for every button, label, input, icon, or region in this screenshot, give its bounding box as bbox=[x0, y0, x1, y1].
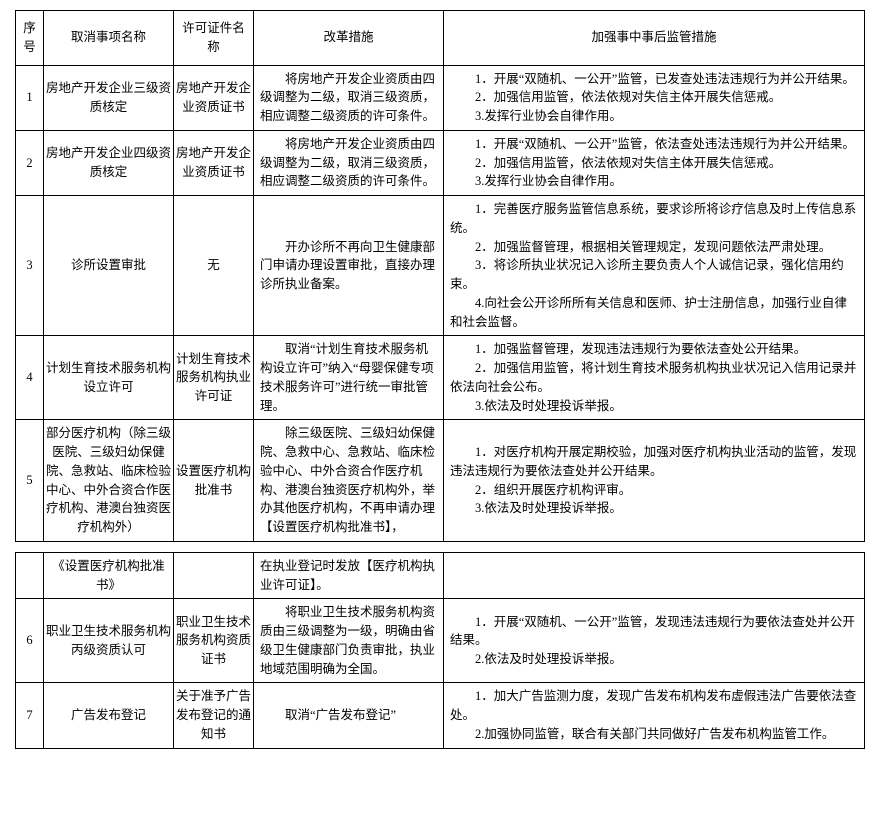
table-1-body: 1房地产开发企业三级资质核定房地产开发企业资质证书 将房地产开发企业资质由四级调… bbox=[16, 65, 865, 541]
cell-seq: 5 bbox=[16, 420, 44, 542]
cell-cert bbox=[174, 552, 254, 599]
table-row: 6职业卫生技术服务机构丙级资质认可职业卫生技术服务机构资质证书 将职业卫生技术服… bbox=[16, 599, 865, 683]
cell-reform: 除三级医院、三级妇幼保健院、急救中心、急救站、临床检验中心、中外合资合作医疗机构… bbox=[254, 420, 444, 542]
cell-super: 1．加强监督管理，发现违法违规行为要依法查处公开结果。 2．加强信用监管，将计划… bbox=[444, 336, 865, 420]
cell-cert: 房地产开发企业资质证书 bbox=[174, 65, 254, 130]
cell-reform: 取消“广告发布登记” bbox=[254, 683, 444, 748]
cell-reform: 开办诊所不再向卫生健康部门申请办理设置审批，直接办理诊所执业备案。 bbox=[254, 196, 444, 336]
cell-super: 1．对医疗机构开展定期校验，加强对医疗机构执业活动的监管，发现违法违规行为要依法… bbox=[444, 420, 865, 542]
table-row: 7广告发布登记关于准予广告发布登记的通知书 取消“广告发布登记” 1．加大广告监… bbox=[16, 683, 865, 748]
cell-name: 房地产开发企业四级资质核定 bbox=[44, 130, 174, 195]
cell-super: 1．开展“双随机、一公开”监管，已发查处违法违规行为并公开结果。 2．加强信用监… bbox=[444, 65, 865, 130]
cell-name: 计划生育技术服务机构设立许可 bbox=[44, 336, 174, 420]
cell-name: 职业卫生技术服务机构丙级资质认可 bbox=[44, 599, 174, 683]
cell-super: 1．加大广告监测力度，发现广告发布机构发布虚假违法广告要依法查处。 2.加强协同… bbox=[444, 683, 865, 748]
cell-super bbox=[444, 552, 865, 599]
table-row: 2房地产开发企业四级资质核定房地产开发企业资质证书 将房地产开发企业资质由四级调… bbox=[16, 130, 865, 195]
cell-reform: 将职业卫生技术服务机构资质由三级调整为一级，明确由省级卫生健康部门负责审批，执业… bbox=[254, 599, 444, 683]
col-seq-header: 序号 bbox=[16, 11, 44, 66]
cell-super: 1．开展“双随机、一公开”监管，发现违法违规行为要依法查处并公开结果。 2.依法… bbox=[444, 599, 865, 683]
cell-super: 1．开展“双随机、一公开”监管，依法查处违法违规行为并公开结果。 2．加强信用监… bbox=[444, 130, 865, 195]
cell-cert: 设置医疗机构批准书 bbox=[174, 420, 254, 542]
table-row: 1房地产开发企业三级资质核定房地产开发企业资质证书 将房地产开发企业资质由四级调… bbox=[16, 65, 865, 130]
cell-reform: 在执业登记时发放【医疗机构执业许可证】。 bbox=[254, 552, 444, 599]
cell-cert: 职业卫生技术服务机构资质证书 bbox=[174, 599, 254, 683]
cell-seq bbox=[16, 552, 44, 599]
cell-seq: 3 bbox=[16, 196, 44, 336]
table-row: 3诊所设置审批无 开办诊所不再向卫生健康部门申请办理设置审批，直接办理诊所执业备… bbox=[16, 196, 865, 336]
cell-super: 1．完善医疗服务监管信息系统，要求诊所将诊疗信息及时上传信息系统。 2．加强监督… bbox=[444, 196, 865, 336]
col-reform-header: 改革措施 bbox=[254, 11, 444, 66]
table-row: 5部分医疗机构（除三级医院、三级妇幼保健院、急救站、临床检验中心、中外合资合作医… bbox=[16, 420, 865, 542]
policy-table-2: 《设置医疗机构批准书》在执业登记时发放【医疗机构执业许可证】。6职业卫生技术服务… bbox=[15, 552, 865, 749]
header-row: 序号 取消事项名称 许可证件名称 改革措施 加强事中事后监管措施 bbox=[16, 11, 865, 66]
cell-seq: 7 bbox=[16, 683, 44, 748]
table-row: 4计划生育技术服务机构设立许可计划生育技术服务机构执业许可证 取消“计划生育技术… bbox=[16, 336, 865, 420]
cell-name: 部分医疗机构（除三级医院、三级妇幼保健院、急救站、临床检验中心、中外合资合作医疗… bbox=[44, 420, 174, 542]
cell-seq: 4 bbox=[16, 336, 44, 420]
cell-seq: 2 bbox=[16, 130, 44, 195]
table-row: 《设置医疗机构批准书》 在执业登记时发放【医疗机构执业许可证】。 bbox=[16, 552, 865, 599]
cell-name: 广告发布登记 bbox=[44, 683, 174, 748]
cell-reform: 将房地产开发企业资质由四级调整为二级，取消三级资质，相应调整二级资质的许可条件。 bbox=[254, 65, 444, 130]
col-super-header: 加强事中事后监管措施 bbox=[444, 11, 865, 66]
cell-seq: 1 bbox=[16, 65, 44, 130]
cell-cert: 计划生育技术服务机构执业许可证 bbox=[174, 336, 254, 420]
col-cert-header: 许可证件名称 bbox=[174, 11, 254, 66]
cell-name: 《设置医疗机构批准书》 bbox=[44, 552, 174, 599]
cell-cert: 无 bbox=[174, 196, 254, 336]
cell-cert: 房地产开发企业资质证书 bbox=[174, 130, 254, 195]
cell-reform: 将房地产开发企业资质由四级调整为二级，取消三级资质，相应调整二级资质的许可条件。 bbox=[254, 130, 444, 195]
cell-reform: 取消“计划生育技术服务机构设立许可”纳入“母婴保健专项技术服务许可”进行统一审批… bbox=[254, 336, 444, 420]
cell-name: 诊所设置审批 bbox=[44, 196, 174, 336]
col-name-header: 取消事项名称 bbox=[44, 11, 174, 66]
policy-table-1: 序号 取消事项名称 许可证件名称 改革措施 加强事中事后监管措施 1房地产开发企… bbox=[15, 10, 865, 542]
cell-name: 房地产开发企业三级资质核定 bbox=[44, 65, 174, 130]
cell-cert: 关于准予广告发布登记的通知书 bbox=[174, 683, 254, 748]
cell-seq: 6 bbox=[16, 599, 44, 683]
table-2-body: 《设置医疗机构批准书》在执业登记时发放【医疗机构执业许可证】。6职业卫生技术服务… bbox=[16, 552, 865, 748]
